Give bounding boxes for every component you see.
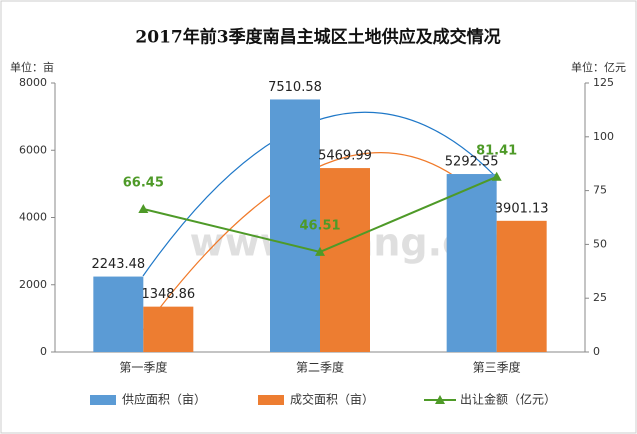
bar [143, 306, 194, 352]
bar [93, 276, 144, 352]
y-axis-label: 单位：亩 [10, 60, 54, 74]
data-label: 5469.99 [318, 149, 372, 164]
y2-axis-label: 单位：亿元 [571, 60, 626, 74]
y-tick-label: 0 [40, 345, 47, 358]
data-label: 66.45 [123, 175, 164, 190]
data-label: 1348.86 [141, 287, 195, 302]
legend-label: 成交面积（亩） [290, 392, 374, 407]
bar [270, 99, 320, 352]
bar [320, 168, 370, 352]
legend-swatch [90, 395, 116, 405]
marker [491, 171, 502, 181]
data-label: 81.41 [476, 143, 517, 158]
x-tick-label: 第一季度 [119, 360, 167, 375]
y-tick-label: 6000 [19, 143, 47, 156]
data-label: 3901.13 [495, 201, 549, 216]
x-tick-label: 第三季度 [473, 360, 521, 375]
data-label: 5292.55 [445, 155, 499, 170]
legend-label: 供应面积（亩） [122, 392, 206, 407]
y2-tick-label: 0 [593, 345, 600, 358]
bar [446, 174, 497, 352]
legend-swatch [258, 395, 284, 405]
y2-tick-label: 100 [593, 130, 614, 143]
trend-curve [142, 111, 496, 277]
y2-tick-label: 125 [593, 76, 614, 89]
marker [315, 246, 325, 256]
chart-title: 2017年前3季度南昌主城区土地供应及成交情况 [135, 27, 500, 48]
data-label: 46.51 [299, 218, 340, 233]
y-tick-label: 2000 [19, 278, 47, 291]
x-tick-label: 第二季度 [296, 360, 344, 375]
y2-tick-label: 50 [593, 237, 607, 250]
data-label: 7510.58 [268, 80, 322, 95]
y-tick-label: 4000 [19, 211, 47, 224]
legend-swatch [435, 395, 445, 404]
y2-tick-label: 75 [593, 184, 607, 197]
y-tick-label: 8000 [19, 76, 47, 89]
data-label: 2243.48 [91, 257, 145, 272]
bar [496, 220, 547, 352]
y2-tick-label: 25 [593, 291, 607, 304]
legend-label: 出让金额（亿元） [460, 392, 556, 407]
marker [138, 203, 149, 213]
